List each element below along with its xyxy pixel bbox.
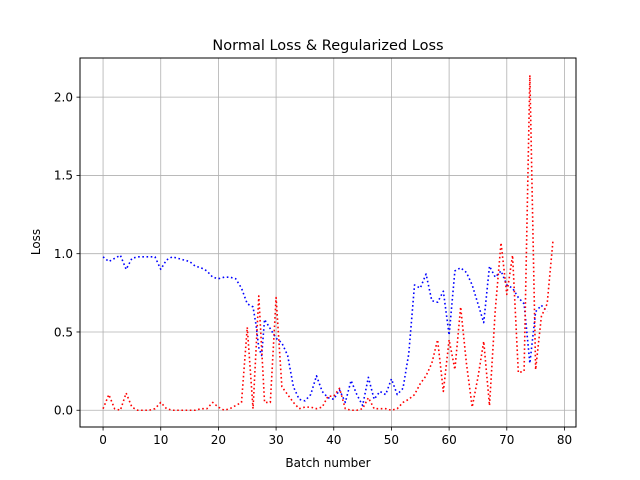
- x-axis: 0 10 20 30 40 50 60 70 80: [99, 427, 572, 447]
- y-axis-label: Loss: [29, 229, 43, 255]
- x-tick-label: 40: [326, 433, 341, 447]
- x-tick-label: 30: [268, 433, 283, 447]
- y-tick-label: 0.0: [54, 404, 73, 418]
- x-tick-label: 70: [499, 433, 514, 447]
- series-line-2: [102, 74, 554, 412]
- y-tick-label: 0.5: [54, 325, 73, 339]
- x-tick-label: 20: [211, 433, 226, 447]
- plot-frame: [79, 57, 577, 428]
- y-tick-label: 1.0: [54, 247, 73, 261]
- x-tick-label: 50: [384, 433, 399, 447]
- x-tick-label: 60: [441, 433, 456, 447]
- x-axis-label: Batch number: [285, 456, 370, 470]
- chart-title: Normal Loss & Regularized Loss: [212, 38, 443, 54]
- y-axis: 0.0 0.5 1.0 1.5 2.0: [54, 90, 80, 418]
- x-tick-label: 0: [99, 433, 107, 447]
- y-tick-label: 2.0: [54, 90, 73, 104]
- series-group: [102, 74, 554, 412]
- y-tick-label: 1.5: [54, 169, 73, 183]
- x-tick-label: 10: [153, 433, 168, 447]
- x-tick-label: 80: [557, 433, 572, 447]
- series-line-1: [102, 254, 548, 407]
- grid: [80, 58, 576, 427]
